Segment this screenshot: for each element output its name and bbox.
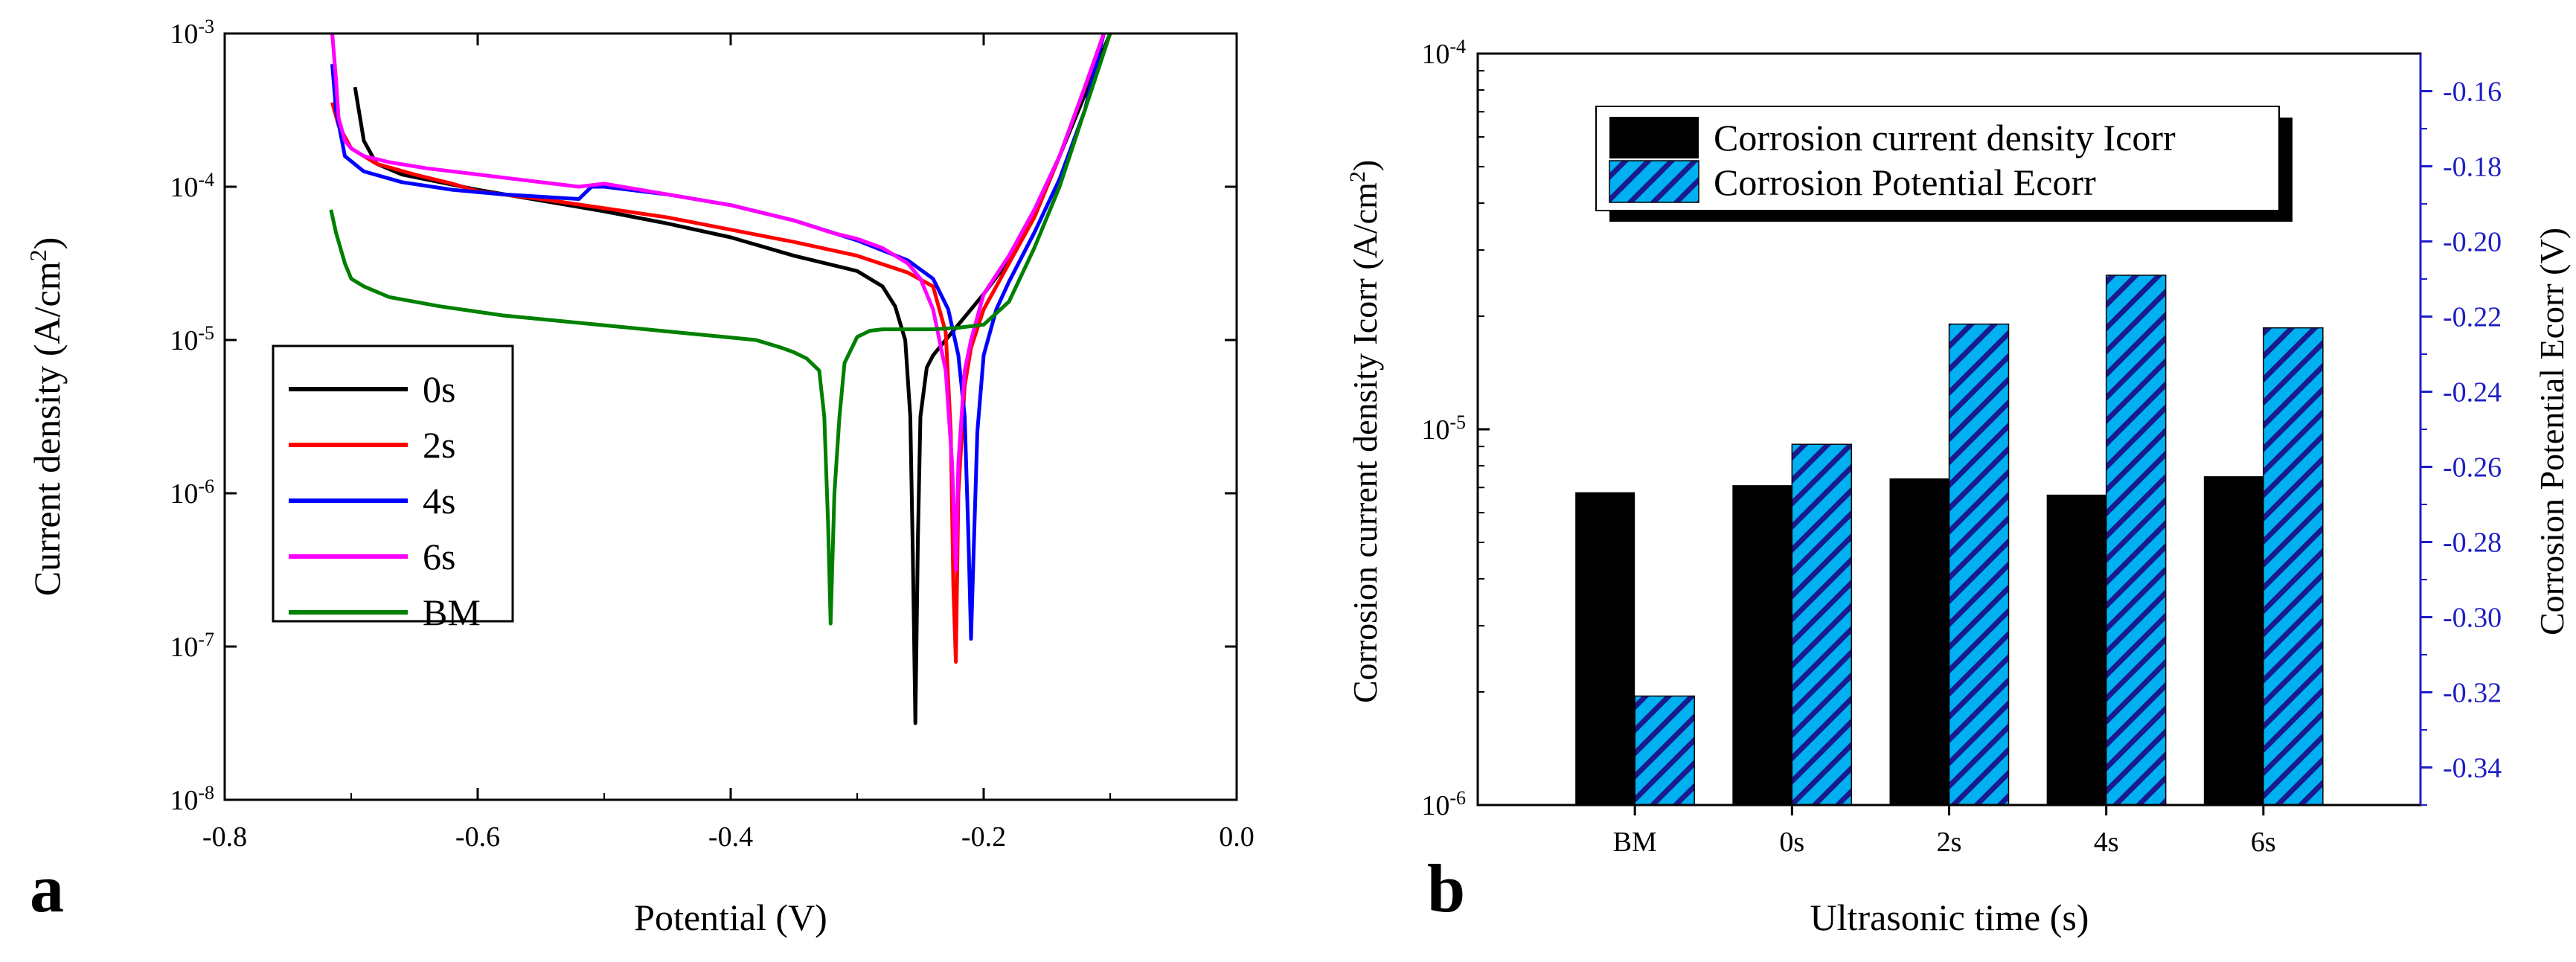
- panel-a-legend-label: 2s: [423, 424, 455, 466]
- panel-a-xtick-label: 0.0: [1219, 821, 1255, 853]
- panel-b-ytick-left-label: 10-4: [1421, 36, 1466, 71]
- panel-b-ylabel-right: Corrosion Potential Ecorr (V): [2533, 228, 2571, 635]
- panel-b-ytick-right-label: -0.18: [2443, 152, 2502, 183]
- panel-b-bar-ecorr: [1948, 323, 2010, 806]
- panel-b-ytick-right-label: -0.30: [2443, 603, 2502, 634]
- panel-a-legend-label: 4s: [423, 480, 455, 522]
- panel-b-xtick-label: 0s: [1779, 827, 1804, 858]
- panel-b-ytick-right-label: -0.28: [2443, 528, 2502, 559]
- panel-b-legend-label: Corrosion Potential Ecorr: [1714, 161, 2096, 203]
- panel-b-ytick-right-label: -0.22: [2443, 302, 2502, 333]
- panel-a-ylabel: Current density (A/cm2): [25, 237, 68, 597]
- panel-a-xlabel: Potential (V): [634, 897, 827, 938]
- panel-b-chart: 10-6 10-5 10-4 -0.16 -0.18 -0.20 -0.22 -0.24 -0.…: [1345, 36, 2572, 939]
- panel-b-bar-ecorr: [2105, 275, 2167, 806]
- panel-b-legend-box: [1595, 106, 2280, 211]
- panel-a-ytick-label: 10-4: [170, 169, 214, 204]
- panel-b-xlabel: Ultrasonic time (s): [1810, 897, 2089, 938]
- panel-b-bar-icorr: [1889, 478, 1949, 805]
- panel-b-xtick-label: BM: [1613, 827, 1657, 858]
- panel-a-chart: -0.8 -0.6 -0.4 -0.2 0.0 10-8 10-7 10-6 10-5 10-4 1…: [25, 16, 1255, 939]
- panel-a-xtick-label: -0.2: [961, 821, 1006, 853]
- panel-b-ytick-right-label: -0.20: [2443, 227, 2502, 258]
- panel-a-ytick-label: 10-5: [170, 322, 214, 357]
- panel-b-bar-icorr: [1732, 485, 1792, 805]
- panel-a-xtick-label: -0.4: [708, 821, 753, 853]
- panel-b-ytick-right-label: -0.32: [2443, 678, 2502, 709]
- panel-b-ytick-right-label: -0.24: [2443, 377, 2502, 408]
- panel-a-series-line-BM: [329, 33, 1112, 626]
- panel-b-bar-icorr: [2046, 494, 2106, 805]
- panel-b-xtick-label: 2s: [1937, 827, 1962, 858]
- panel-a-label: a: [30, 850, 64, 926]
- panel-a-ytick-label: 10-6: [170, 475, 214, 510]
- panel-b-bar-icorr: [2203, 476, 2263, 805]
- panel-a-legend-label: 0s: [423, 368, 455, 410]
- panel-b-ytick-left-label: 10-6: [1421, 787, 1466, 822]
- panel-b-legend-swatch-ecorr: [1609, 160, 1699, 203]
- panel-a-ytick-label: 10-3: [170, 16, 214, 51]
- panel-b-ylabel-left: Corrosion current density Icorr (A/cm2): [1345, 160, 1385, 703]
- panel-b-label: b: [1427, 850, 1465, 926]
- panel-b-ytick-left-label: 10-5: [1421, 411, 1466, 446]
- panel-b-xtick-label: 6s: [2251, 827, 2276, 858]
- panel-b-bar-icorr: [1575, 492, 1635, 805]
- panel-a-ytick-label: 10-8: [170, 782, 214, 817]
- panel-b-xtick-label: 4s: [2094, 827, 2119, 858]
- panel-b-legend-label: Corrosion current density Icorr: [1714, 117, 2176, 158]
- panel-a-legend-label: BM: [423, 591, 481, 633]
- panel-a-legend-box: [272, 344, 514, 623]
- panel-b-legend: Corrosion current density IcorrCorrosion…: [1595, 106, 2293, 222]
- panel-b-ytick-right-label: -0.26: [2443, 452, 2502, 484]
- panel-a-series-line-6s: [330, 33, 1106, 572]
- panel-a-xtick-label: -0.6: [455, 821, 500, 853]
- panel-a-legend: 0s 2s 4s 6s BM: [272, 344, 514, 633]
- panel-b-bar-ecorr: [2263, 327, 2324, 806]
- panel-b-legend-swatch-icorr: [1609, 117, 1699, 158]
- panel-a-legend-label: 6s: [423, 536, 455, 577]
- panel-a-ytick-label: 10-7: [170, 629, 214, 664]
- panel-b-bar-ecorr: [1634, 695, 1695, 806]
- panel-a-series-line-4s: [330, 33, 1106, 641]
- panel-a-xtick-label: -0.8: [202, 821, 247, 853]
- panel-b-bar-ecorr: [1791, 443, 1853, 806]
- panel-b-ytick-right-label: -0.34: [2443, 753, 2502, 784]
- panel-b-ytick-right-label: -0.16: [2443, 77, 2502, 108]
